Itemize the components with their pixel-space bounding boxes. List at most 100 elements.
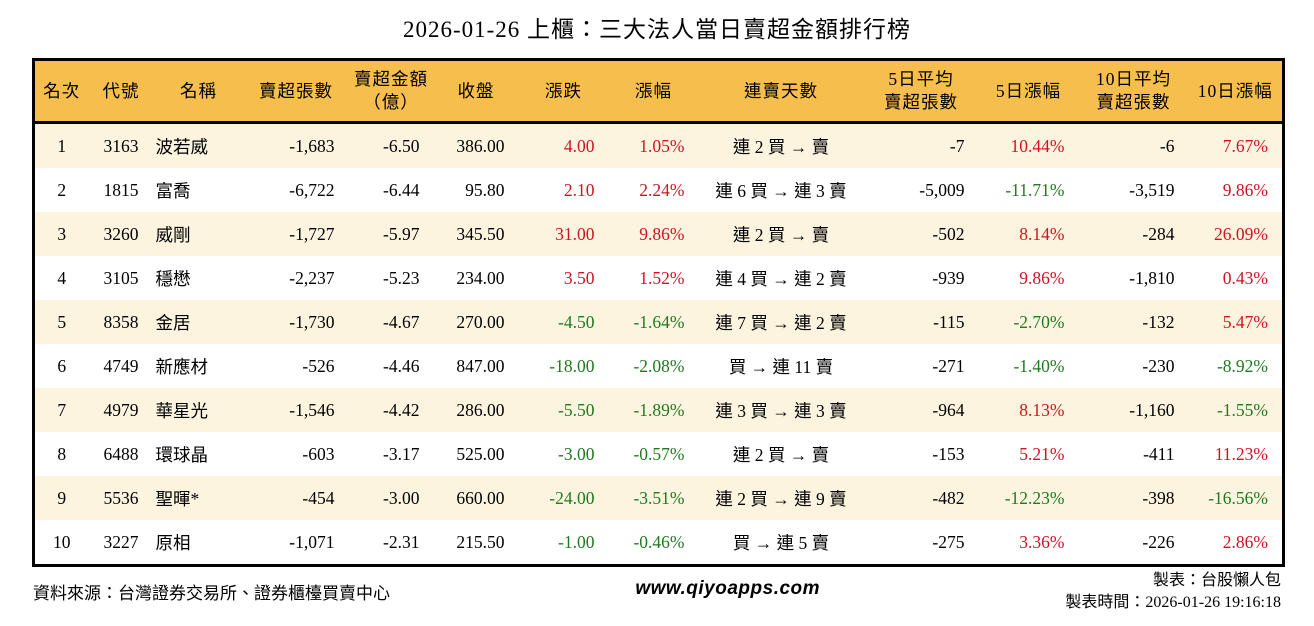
table-row: 5 8358 金居 -1,730 -4.67 270.00 -4.50 -1.64% 連 7 買… xyxy=(33,300,1284,344)
cell-code: 1815 xyxy=(103,179,139,200)
cell-pct10: -16.56% xyxy=(1208,487,1268,508)
cell-pct10: 7.67% xyxy=(1222,135,1268,156)
cell-pct10: 11.23% xyxy=(1214,443,1268,464)
column-header-chg_pct: 漲幅 xyxy=(608,59,699,124)
cell-chg: -4.50 xyxy=(558,311,595,332)
cell-name: 聖暉* xyxy=(155,488,200,509)
cell-sell_vol: -603 xyxy=(302,443,335,464)
cell-chg: 31.00 xyxy=(555,223,595,244)
cell-pct10: 9.86% xyxy=(1222,179,1268,200)
cell-chg: 4.00 xyxy=(563,135,595,156)
author-note: 製表：台股懶人包 xyxy=(1152,572,1281,589)
cell-chg_pct: -3.51% xyxy=(633,487,685,508)
cell-code: 3227 xyxy=(103,531,139,552)
column-header-avg5: 5日平均 賣超張數 xyxy=(863,59,979,124)
website-url: www.qiyoapps.com xyxy=(635,578,821,599)
data-source-note: 資料來源：台灣證券交易所、證券櫃檯買賣中心 xyxy=(33,584,390,603)
cell-streak: 連 2 買 → 連 9 賣 xyxy=(715,488,847,509)
cell-sell_vol: -1,727 xyxy=(289,223,335,244)
cell-streak: 連 2 買 → 賣 xyxy=(732,136,830,157)
cell-pct5: -1.40% xyxy=(1013,355,1065,376)
cell-avg10: -3,519 xyxy=(1129,179,1175,200)
table-row: 4 3105 穩懋 -2,237 -5.23 234.00 3.50 1.52% 連 4 買 →… xyxy=(33,256,1284,300)
cell-rank: 5 xyxy=(57,311,67,332)
cell-pct5: 10.44% xyxy=(1010,135,1065,156)
cell-name: 新應材 xyxy=(155,356,209,377)
cell-streak: 連 2 買 → 賣 xyxy=(732,444,830,465)
cell-name: 穩懋 xyxy=(155,268,191,289)
table-row: 2 1815 富喬 -6,722 -6.44 95.80 2.10 2.24% 連 6 買 → … xyxy=(33,168,1284,212)
cell-pct5: -11.71% xyxy=(1005,179,1065,200)
cell-avg10: -284 xyxy=(1142,223,1175,244)
cell-sell_vol: -1,683 xyxy=(289,135,335,156)
cell-avg5: -275 xyxy=(932,531,965,552)
cell-pct5: -12.23% xyxy=(1004,487,1065,508)
cell-chg_pct: -0.46% xyxy=(633,531,685,552)
cell-pct5: 8.14% xyxy=(1019,223,1065,244)
cell-pct10: 2.86% xyxy=(1222,531,1268,552)
table-row: 3 3260 威剛 -1,727 -5.97 345.50 31.00 9.86% 連 2 買 … xyxy=(33,212,1284,256)
cell-rank: 1 xyxy=(57,135,67,156)
column-header-streak: 連賣天數 xyxy=(698,59,864,124)
column-header-code: 代號 xyxy=(88,59,154,124)
cell-code: 3105 xyxy=(103,267,139,288)
cell-sell_vol: -454 xyxy=(302,487,335,508)
cell-name: 原相 xyxy=(155,532,191,553)
cell-streak: 連 7 買 → 連 2 賣 xyxy=(715,312,847,333)
cell-sell_amt: -6.50 xyxy=(383,135,420,156)
cell-rank: 9 xyxy=(57,487,67,508)
cell-streak: 連 4 買 → 連 2 賣 xyxy=(715,268,847,289)
cell-close: 95.80 xyxy=(465,179,505,200)
cell-close: 660.00 xyxy=(456,487,505,508)
cell-avg10: -398 xyxy=(1142,487,1175,508)
cell-rank: 10 xyxy=(53,531,71,552)
cell-name: 金居 xyxy=(155,312,191,333)
cell-chg_pct: 1.05% xyxy=(639,135,685,156)
cell-avg10: -230 xyxy=(1142,355,1175,376)
table-row: 6 4749 新應材 -526 -4.46 847.00 -18.00 -2.08% 買 → 連… xyxy=(33,344,1284,388)
cell-avg10: -411 xyxy=(1143,443,1175,464)
cell-streak: 買 → 連 5 賣 xyxy=(732,532,830,553)
cell-close: 286.00 xyxy=(456,399,505,420)
cell-pct5: 9.86% xyxy=(1019,267,1065,288)
cell-avg5: -482 xyxy=(932,487,965,508)
cell-chg: -3.00 xyxy=(558,443,595,464)
table-row: 9 5536 聖暉* -454 -3.00 660.00 -24.00 -3.51% 連 2 買… xyxy=(33,476,1284,520)
cell-chg: -24.00 xyxy=(549,487,595,508)
cell-close: 525.00 xyxy=(456,443,505,464)
cell-avg5: -115 xyxy=(933,311,965,332)
cell-sell_amt: -4.67 xyxy=(383,311,420,332)
cell-avg10: -1,810 xyxy=(1129,267,1175,288)
cell-close: 215.50 xyxy=(456,531,505,552)
cell-sell_amt: -5.23 xyxy=(383,267,420,288)
column-header-close: 收盤 xyxy=(433,59,519,124)
cell-close: 234.00 xyxy=(456,267,505,288)
cell-code: 3260 xyxy=(103,223,139,244)
page-title: 2026-01-26 上櫃：三大法人當日賣超金額排行榜 xyxy=(402,17,912,42)
table-row: 7 4979 華星光 -1,546 -4.42 286.00 -5.50 -1.89% 連 3 … xyxy=(33,388,1284,432)
cell-close: 270.00 xyxy=(456,311,505,332)
column-header-sell_vol: 賣超張數 xyxy=(243,59,349,124)
cell-streak: 連 3 買 → 連 3 賣 xyxy=(715,400,847,421)
cell-sell_amt: -3.00 xyxy=(383,487,420,508)
cell-code: 4749 xyxy=(103,355,139,376)
cell-streak: 連 2 買 → 賣 xyxy=(732,224,830,245)
cell-avg5: -964 xyxy=(932,399,965,420)
cell-avg5: -939 xyxy=(932,267,965,288)
cell-rank: 6 xyxy=(57,355,67,376)
cell-streak: 連 6 買 → 連 3 賣 xyxy=(715,180,847,201)
cell-chg_pct: -1.89% xyxy=(633,399,685,420)
cell-pct5: -2.70% xyxy=(1013,311,1065,332)
column-header-chg: 漲跌 xyxy=(518,59,609,124)
cell-sell_amt: -4.42 xyxy=(383,399,420,420)
cell-pct10: 26.09% xyxy=(1214,223,1268,244)
footer: 資料來源：台灣證券交易所、證券櫃檯買賣中心 www.qiyoapps.com 製… xyxy=(33,570,1281,614)
cell-sell_vol: -1,071 xyxy=(289,531,335,552)
cell-pct10: -1.55% xyxy=(1216,399,1268,420)
cell-avg5: -271 xyxy=(932,355,965,376)
cell-rank: 7 xyxy=(57,399,67,420)
cell-avg5: -7 xyxy=(949,135,965,156)
cell-code: 8358 xyxy=(103,311,139,332)
ranking-table: 名次 代號 名稱 賣超張數 賣超金額 （億） 收盤 漲跌 漲幅 連賣天數 5日平均 賣超張數 5日漲… xyxy=(32,58,1285,567)
cell-rank: 2 xyxy=(57,179,67,200)
